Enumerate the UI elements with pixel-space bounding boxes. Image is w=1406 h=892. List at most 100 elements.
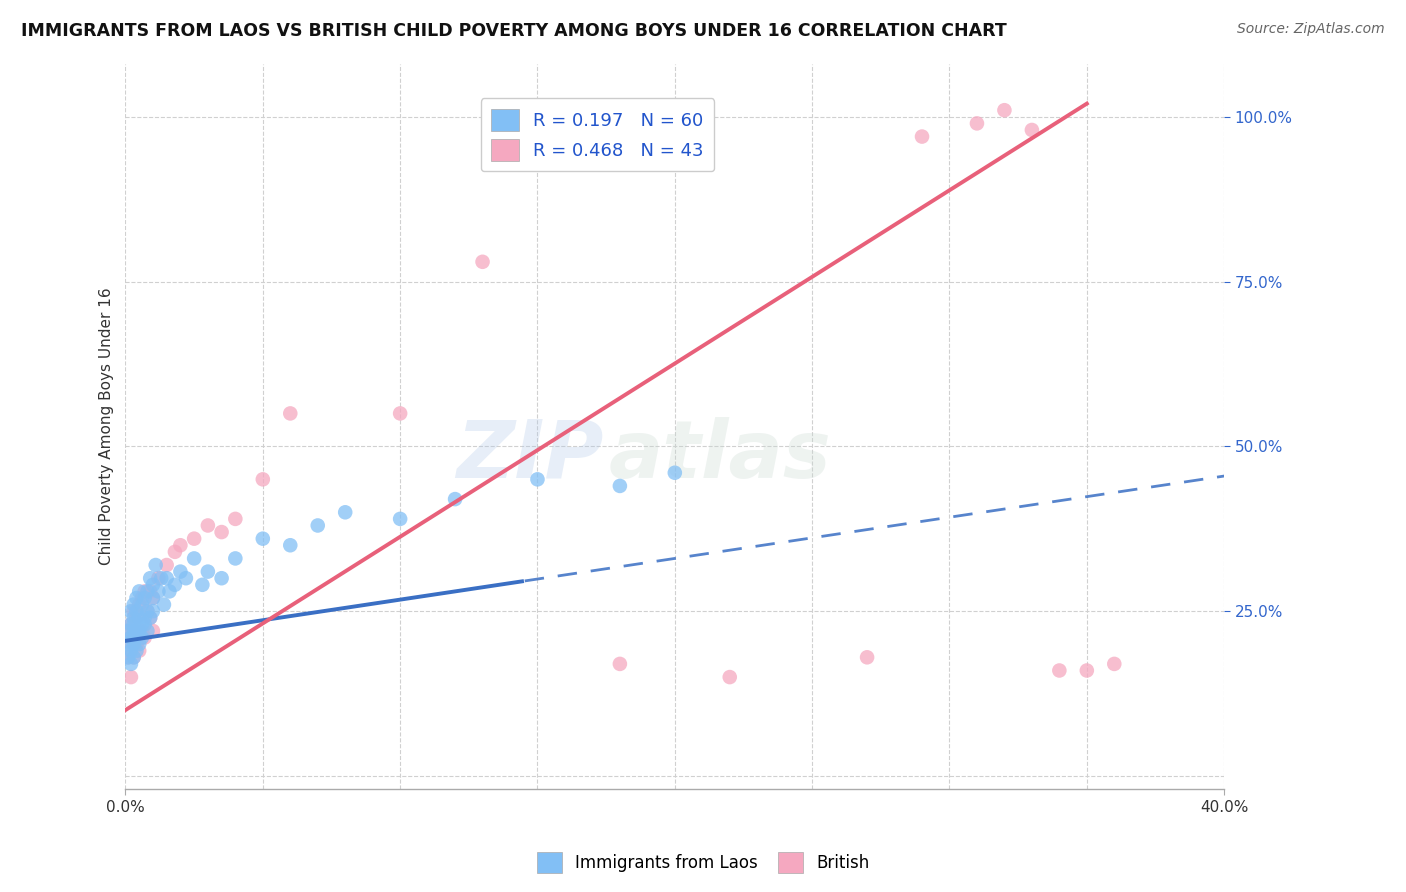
Point bbox=[134, 631, 156, 645]
Point bbox=[191, 578, 214, 592]
Point bbox=[197, 565, 219, 579]
Point bbox=[471, 255, 494, 269]
Point bbox=[1104, 657, 1126, 671]
Point bbox=[125, 624, 148, 638]
Point bbox=[183, 532, 205, 546]
Point bbox=[1047, 664, 1070, 678]
Point bbox=[128, 584, 150, 599]
Point bbox=[136, 584, 159, 599]
Point bbox=[122, 617, 145, 632]
Point bbox=[120, 670, 142, 684]
Point bbox=[156, 571, 179, 585]
Point bbox=[211, 524, 233, 539]
Point bbox=[148, 571, 170, 585]
Legend: R = 0.197   N = 60, R = 0.468   N = 43: R = 0.197 N = 60, R = 0.468 N = 43 bbox=[481, 98, 714, 171]
Point bbox=[117, 624, 139, 638]
Point bbox=[142, 604, 165, 618]
Point bbox=[389, 406, 412, 420]
Legend: Immigrants from Laos, British: Immigrants from Laos, British bbox=[530, 846, 876, 880]
Point bbox=[125, 644, 148, 658]
Point bbox=[128, 637, 150, 651]
Point bbox=[134, 617, 156, 632]
Point bbox=[134, 611, 156, 625]
Point bbox=[163, 545, 186, 559]
Point bbox=[125, 611, 148, 625]
Point bbox=[145, 558, 167, 572]
Y-axis label: Child Poverty Among Boys Under 16: Child Poverty Among Boys Under 16 bbox=[100, 288, 114, 566]
Point bbox=[122, 650, 145, 665]
Point bbox=[139, 611, 162, 625]
Point bbox=[136, 604, 159, 618]
Point bbox=[136, 624, 159, 638]
Point bbox=[128, 644, 150, 658]
Point bbox=[128, 598, 150, 612]
Point bbox=[134, 591, 156, 605]
Point bbox=[122, 631, 145, 645]
Point bbox=[131, 591, 153, 605]
Point bbox=[148, 584, 170, 599]
Point bbox=[718, 670, 741, 684]
Point bbox=[153, 598, 176, 612]
Point bbox=[911, 129, 934, 144]
Point bbox=[163, 578, 186, 592]
Point bbox=[122, 650, 145, 665]
Point bbox=[142, 591, 165, 605]
Point bbox=[307, 518, 329, 533]
Point bbox=[444, 492, 467, 507]
Text: atlas: atlas bbox=[609, 417, 831, 494]
Point bbox=[131, 617, 153, 632]
Point bbox=[139, 571, 162, 585]
Point bbox=[125, 591, 148, 605]
Point bbox=[966, 116, 988, 130]
Point bbox=[117, 624, 139, 638]
Point bbox=[134, 584, 156, 599]
Point bbox=[117, 637, 139, 651]
Point bbox=[526, 472, 548, 486]
Point bbox=[211, 571, 233, 585]
Point bbox=[117, 650, 139, 665]
Point bbox=[197, 518, 219, 533]
Point bbox=[252, 532, 274, 546]
Point bbox=[128, 624, 150, 638]
Point bbox=[125, 604, 148, 618]
Point bbox=[128, 611, 150, 625]
Point bbox=[1021, 123, 1043, 137]
Point bbox=[278, 538, 301, 552]
Point bbox=[1076, 664, 1098, 678]
Point bbox=[139, 611, 162, 625]
Point bbox=[142, 624, 165, 638]
Point bbox=[157, 584, 180, 599]
Point bbox=[174, 571, 197, 585]
Point bbox=[120, 617, 142, 632]
Point bbox=[131, 598, 153, 612]
Point bbox=[389, 512, 412, 526]
Point bbox=[120, 631, 142, 645]
Point bbox=[122, 598, 145, 612]
Point bbox=[150, 571, 173, 585]
Point bbox=[136, 604, 159, 618]
Point bbox=[224, 512, 246, 526]
Point bbox=[122, 637, 145, 651]
Point bbox=[120, 657, 142, 671]
Point bbox=[142, 578, 165, 592]
Text: IMMIGRANTS FROM LAOS VS BRITISH CHILD POVERTY AMONG BOYS UNDER 16 CORRELATION CH: IMMIGRANTS FROM LAOS VS BRITISH CHILD PO… bbox=[21, 22, 1007, 40]
Point bbox=[856, 650, 879, 665]
Point bbox=[122, 611, 145, 625]
Point bbox=[664, 466, 686, 480]
Point bbox=[120, 644, 142, 658]
Point bbox=[169, 565, 191, 579]
Point bbox=[609, 479, 631, 493]
Point bbox=[335, 505, 357, 519]
Point bbox=[122, 604, 145, 618]
Point bbox=[224, 551, 246, 566]
Text: ZIP: ZIP bbox=[456, 417, 603, 494]
Point bbox=[122, 624, 145, 638]
Point bbox=[142, 591, 165, 605]
Text: Source: ZipAtlas.com: Source: ZipAtlas.com bbox=[1237, 22, 1385, 37]
Point bbox=[125, 637, 148, 651]
Point bbox=[609, 657, 631, 671]
Point bbox=[183, 551, 205, 566]
Point bbox=[122, 631, 145, 645]
Point bbox=[252, 472, 274, 486]
Point bbox=[278, 406, 301, 420]
